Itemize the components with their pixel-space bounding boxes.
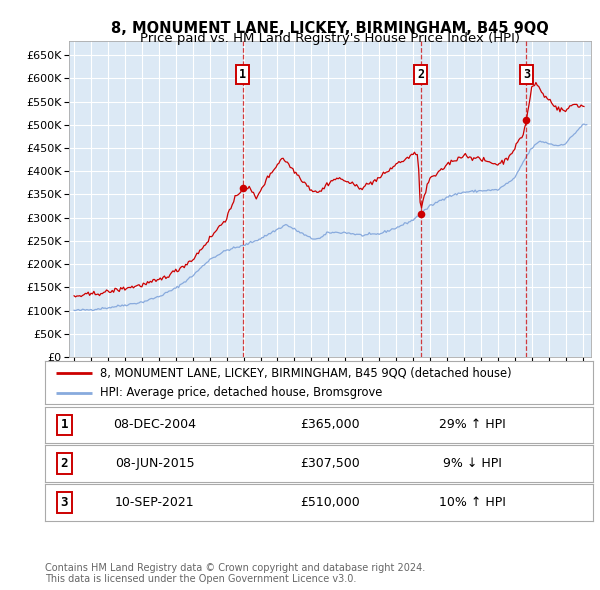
Text: 1: 1 xyxy=(61,418,68,431)
Text: 08-JUN-2015: 08-JUN-2015 xyxy=(115,457,194,470)
Text: 3: 3 xyxy=(61,496,68,509)
Text: 2: 2 xyxy=(61,457,68,470)
Text: £365,000: £365,000 xyxy=(300,418,359,431)
Text: 8, MONUMENT LANE, LICKEY, BIRMINGHAM, B45 9QQ (detached house): 8, MONUMENT LANE, LICKEY, BIRMINGHAM, B4… xyxy=(100,366,511,379)
Text: £510,000: £510,000 xyxy=(300,496,360,509)
Text: 08-DEC-2004: 08-DEC-2004 xyxy=(113,418,196,431)
Text: Contains HM Land Registry data © Crown copyright and database right 2024.
This d: Contains HM Land Registry data © Crown c… xyxy=(45,563,425,585)
Text: HPI: Average price, detached house, Bromsgrove: HPI: Average price, detached house, Brom… xyxy=(100,386,382,399)
Text: 29% ↑ HPI: 29% ↑ HPI xyxy=(439,418,506,431)
Text: 3: 3 xyxy=(523,68,530,81)
Text: 8, MONUMENT LANE, LICKEY, BIRMINGHAM, B45 9QQ: 8, MONUMENT LANE, LICKEY, BIRMINGHAM, B4… xyxy=(111,21,549,35)
Text: 2: 2 xyxy=(417,68,424,81)
Text: 9% ↓ HPI: 9% ↓ HPI xyxy=(443,457,502,470)
Text: 10% ↑ HPI: 10% ↑ HPI xyxy=(439,496,506,509)
Text: Price paid vs. HM Land Registry's House Price Index (HPI): Price paid vs. HM Land Registry's House … xyxy=(140,32,520,45)
Text: 10-SEP-2021: 10-SEP-2021 xyxy=(115,496,194,509)
Text: £307,500: £307,500 xyxy=(300,457,360,470)
Text: 1: 1 xyxy=(239,68,246,81)
